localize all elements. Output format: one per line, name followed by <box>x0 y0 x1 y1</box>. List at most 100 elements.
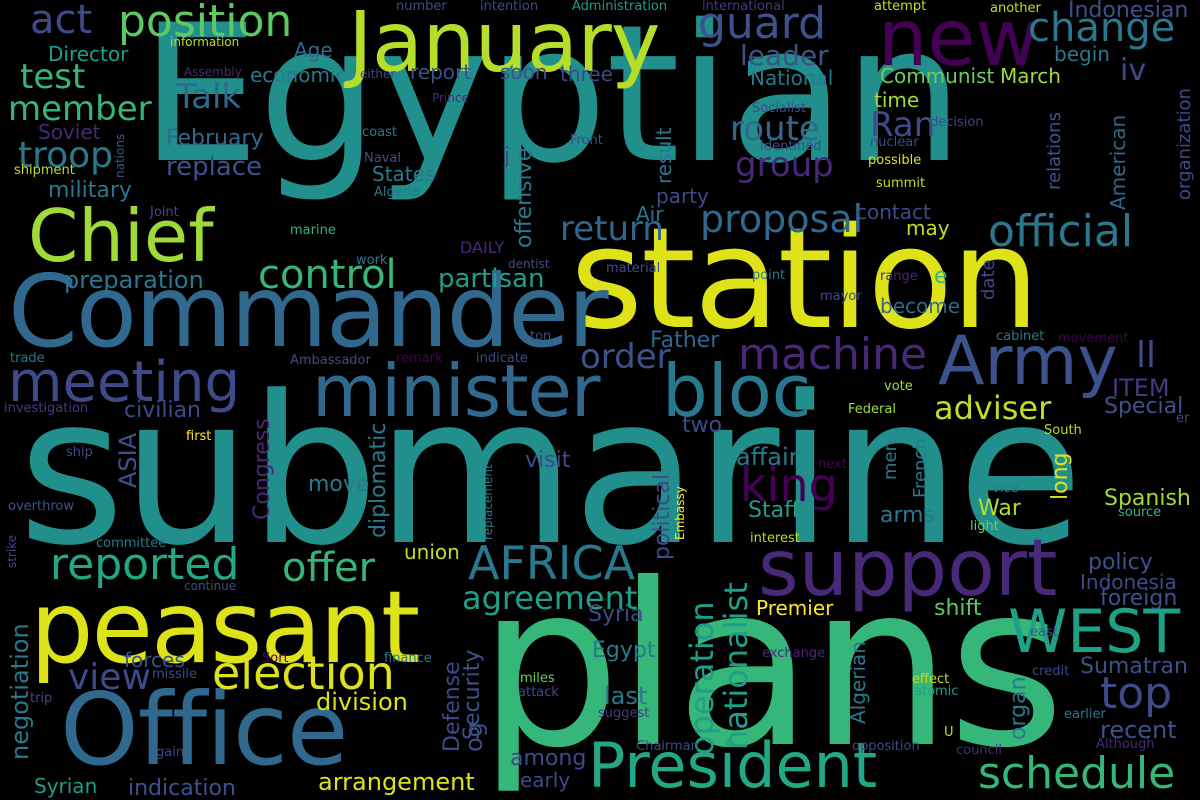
word-diplomatic: diplomatic <box>366 422 391 538</box>
word-result: result <box>652 127 676 184</box>
word-egypt: Egypt <box>592 638 656 663</box>
word-material: material <box>606 261 661 276</box>
word-indicate: indicate <box>476 351 528 366</box>
word-time: time <box>874 88 920 112</box>
word-trip: trip <box>30 691 53 706</box>
word-remark: remark <box>396 351 443 366</box>
word-committee: committee <box>96 536 167 551</box>
word-official: official <box>988 206 1134 257</box>
word-partisan: partisan <box>438 264 545 294</box>
word-og: og <box>460 722 488 752</box>
word-president: President <box>588 729 878 800</box>
word-king: king <box>740 458 838 512</box>
word-act: act <box>30 0 93 43</box>
word-men: men <box>880 439 901 480</box>
word-offer: offer <box>282 545 376 591</box>
word-assembly: Assembly <box>184 65 242 79</box>
word-attack: attack <box>518 685 559 700</box>
word-vice: vice <box>992 481 1019 496</box>
word-age: Age <box>294 38 333 62</box>
word-ship: ship <box>66 445 93 460</box>
word-view: view <box>68 657 151 698</box>
word-strike: strike <box>5 534 19 568</box>
word-indonesia: Indonesia <box>1080 570 1177 594</box>
word-arrangement: arrangement <box>318 768 475 796</box>
word-organ: organ <box>1006 676 1031 740</box>
word-report: report <box>410 60 472 84</box>
word-affair: affair <box>736 443 799 471</box>
word-indication: indication <box>128 776 236 800</box>
word-division: division <box>316 688 408 716</box>
word-congress: Congress <box>250 418 275 520</box>
word-earlier: earlier <box>1064 707 1106 722</box>
word-e: e <box>934 264 948 289</box>
word-minister: minister <box>312 349 600 433</box>
word-agreement: agreement <box>462 579 638 617</box>
word-january: January <box>348 0 660 91</box>
word-machine: machine <box>738 329 928 380</box>
word-sort: Sort <box>262 651 289 666</box>
word-chief: Chief <box>28 194 214 278</box>
word-ton: ton <box>530 329 552 344</box>
word-visit: visit <box>525 448 571 473</box>
word-contact: contact <box>856 200 931 224</box>
word-civilian: civilian <box>124 398 201 423</box>
word-early: early <box>520 768 571 792</box>
word-operation: operation <box>683 601 721 755</box>
word-trade: trade <box>10 351 45 366</box>
word-east: east <box>1030 625 1058 640</box>
word-possible: possible <box>868 153 922 168</box>
word-become: become <box>880 294 961 318</box>
word-nations: nations <box>113 133 127 178</box>
word-ran: Ran <box>870 105 936 145</box>
word-communist: Communist <box>880 64 995 88</box>
word-recent: recent <box>1100 716 1177 744</box>
word-dentist: dentist <box>508 257 550 271</box>
word-attempt: attempt <box>874 0 927 14</box>
word-economic: economic <box>250 63 347 87</box>
word-troop: troop <box>18 135 114 176</box>
word-j: j <box>504 144 511 169</box>
word-cabinet: cabinet <box>996 329 1045 344</box>
word-last: last <box>604 682 648 710</box>
word-change: change <box>1028 5 1176 51</box>
word-arms: arms <box>880 503 936 528</box>
word-front: Front <box>570 133 603 148</box>
word-submarine: submarine <box>18 353 1083 591</box>
word-algerian: Algerian <box>846 641 870 724</box>
word-point: point <box>752 268 786 283</box>
word-election: election <box>212 646 395 700</box>
word-exchange: exchange <box>762 646 826 661</box>
word-guard: guard <box>698 0 827 49</box>
word-gain: gain <box>156 745 185 760</box>
word-ambassador: Ambassador <box>290 353 371 368</box>
word-support: support <box>758 524 1058 614</box>
word-sumatran: Sumatran <box>1080 654 1188 679</box>
word-joint: Joint <box>150 205 179 220</box>
word-africa: AFRICA <box>468 536 636 590</box>
word-return: return <box>560 209 664 249</box>
word-commander: Commander <box>8 253 609 370</box>
word-shipment: shipment <box>14 163 75 178</box>
word-meeting: meeting <box>8 350 241 415</box>
word-investigation: investigation <box>4 401 89 416</box>
word-negotiation: negotiation <box>6 623 34 760</box>
word-foreign: foreign <box>1100 586 1178 611</box>
word-replace: replace <box>166 152 263 182</box>
word-work: work <box>356 253 388 268</box>
word-among: among <box>510 746 587 771</box>
word-range: range <box>880 269 918 284</box>
word-administration: Administration <box>572 0 668 14</box>
word-american: American <box>1106 114 1130 210</box>
word-war: War <box>978 496 1021 521</box>
word-either: either <box>360 67 396 81</box>
word-director: Director <box>48 42 129 66</box>
word-proposal: proposal <box>700 197 864 241</box>
word-asia: ASIA <box>114 432 142 488</box>
word-station: station <box>570 198 1040 361</box>
word-summit: summit <box>876 176 926 191</box>
word-premier: Premier <box>756 596 834 620</box>
word-two: two <box>682 413 723 438</box>
word-iv: iv <box>1120 53 1147 88</box>
word-another: another <box>990 1 1041 16</box>
